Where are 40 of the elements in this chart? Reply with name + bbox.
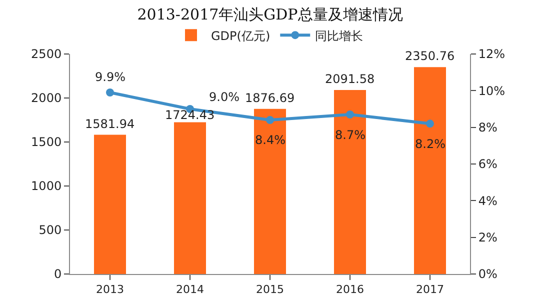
bar [414, 67, 446, 274]
data-label: 9.9% [95, 70, 126, 84]
bar [334, 90, 366, 274]
x-tick-label: 2015 [256, 283, 284, 296]
y-tick-label: 1500 [31, 135, 62, 150]
data-label: 2091.58 [325, 72, 375, 86]
y2-tick-label: 10% [478, 84, 506, 98]
data-label: 1581.94 [85, 117, 135, 131]
y-tick-label: 500 [38, 223, 62, 238]
data-label: 8.4% [255, 133, 286, 147]
data-label: 8.7% [335, 128, 366, 142]
y-tick-label: 2000 [31, 91, 62, 106]
bar [94, 134, 126, 274]
bar [254, 108, 286, 274]
point [266, 116, 274, 124]
point [426, 120, 434, 128]
y2-tick-label: 8% [478, 120, 498, 135]
y-tick-label: 0 [54, 267, 62, 282]
data-label: 1876.69 [245, 91, 295, 105]
data-label: 8.2% [415, 137, 446, 151]
data-label: 9.0% [209, 90, 240, 104]
legend-label: GDP(亿元) [211, 28, 270, 43]
data-label: 2350.76 [405, 49, 455, 63]
point [346, 110, 354, 118]
y2-tick-label: 4% [478, 194, 498, 208]
bar [174, 122, 206, 274]
y2-tick-label: 0% [478, 267, 498, 282]
y2-tick-label: 6% [478, 157, 498, 172]
y-tick-label: 1000 [31, 179, 62, 194]
data-label: 1724.43 [165, 108, 215, 122]
x-tick-label: 2013 [96, 283, 124, 296]
y2-tick-label: 2% [478, 230, 498, 245]
y-tick-label: 2500 [31, 47, 62, 62]
y2-tick-label: 12% [478, 47, 506, 62]
x-tick-label: 2016 [336, 283, 364, 296]
legend-label: 同比增长 [315, 28, 364, 43]
chart-title: 2013-2017年汕头GDP总量及增速情况 [137, 5, 403, 24]
point [106, 88, 114, 96]
x-tick-label: 2017 [416, 283, 444, 296]
x-tick-label: 2014 [176, 283, 204, 296]
